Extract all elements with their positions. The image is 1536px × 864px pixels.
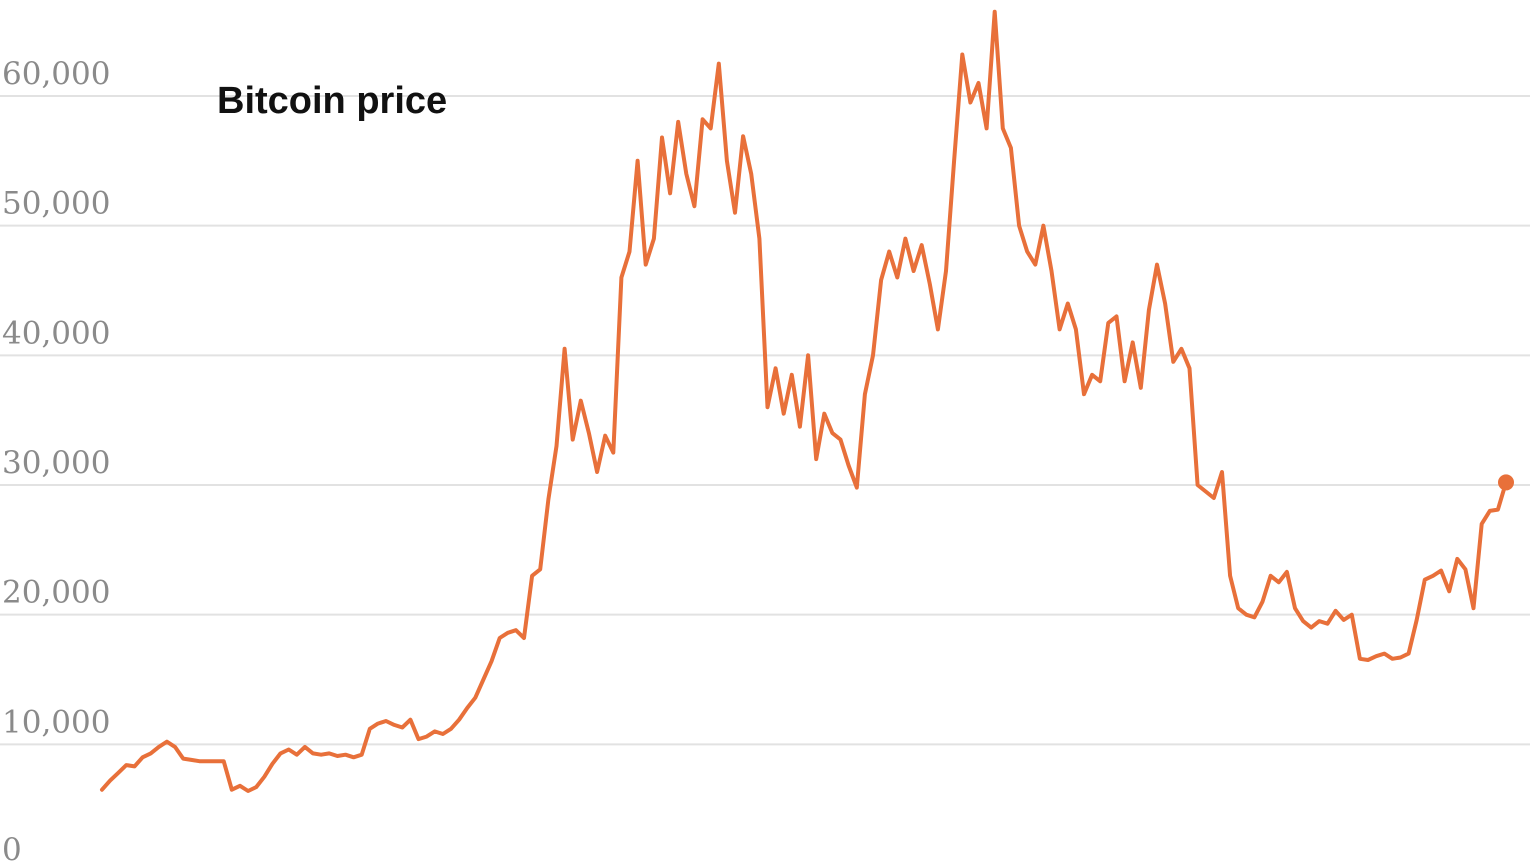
y-axis-tick-labels: 0 10,000 20,000 30,000 40,000 50,000 60,000 <box>2 56 110 864</box>
price-series-line <box>100 9 1508 793</box>
y-tick-label: 20,000 <box>2 575 110 611</box>
y-tick-label: 40,000 <box>2 315 110 351</box>
y-tick-label: 0 <box>2 832 22 864</box>
y-tick-label: 10,000 <box>2 704 110 740</box>
chart-title: Bitcoin price <box>217 80 447 122</box>
latest-price-marker <box>1498 474 1514 491</box>
y-tick-label: 60,000 <box>2 56 110 92</box>
gridlines <box>0 95 1530 746</box>
y-tick-label: 50,000 <box>2 186 110 222</box>
y-tick-label: 30,000 <box>2 445 110 481</box>
